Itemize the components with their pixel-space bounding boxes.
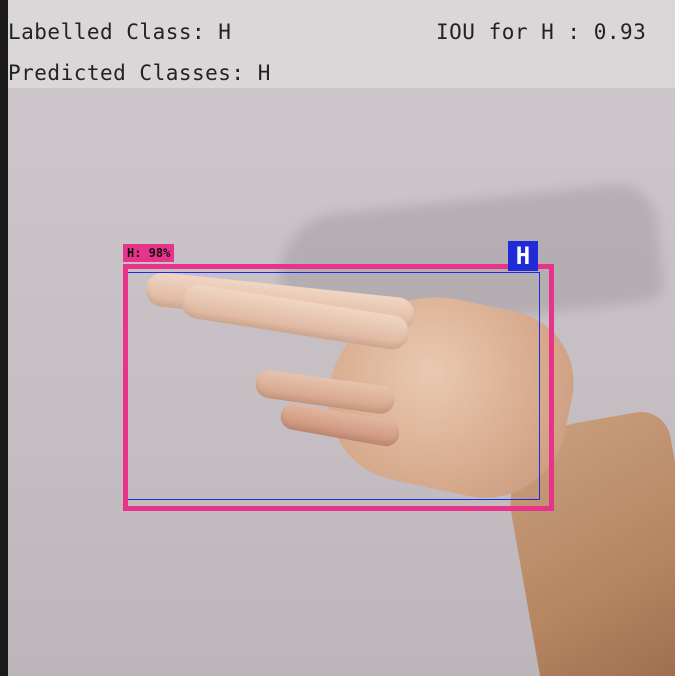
iou-text: IOU for H : 0.93 xyxy=(436,20,647,44)
frame-left-edge xyxy=(0,0,8,676)
predicted-box-label: H: 98% xyxy=(123,244,175,262)
predicted-box xyxy=(123,264,554,511)
labelled-class-text: Labelled Class: H xyxy=(8,20,232,44)
ground-truth-box-label: H xyxy=(508,241,538,271)
hud-overlay: Labelled Class: H Predicted Classes: H I… xyxy=(0,0,675,88)
hand-sign-photo: Labelled Class: H Predicted Classes: H I… xyxy=(0,0,675,676)
predicted-classes-text: Predicted Classes: H xyxy=(8,61,271,85)
